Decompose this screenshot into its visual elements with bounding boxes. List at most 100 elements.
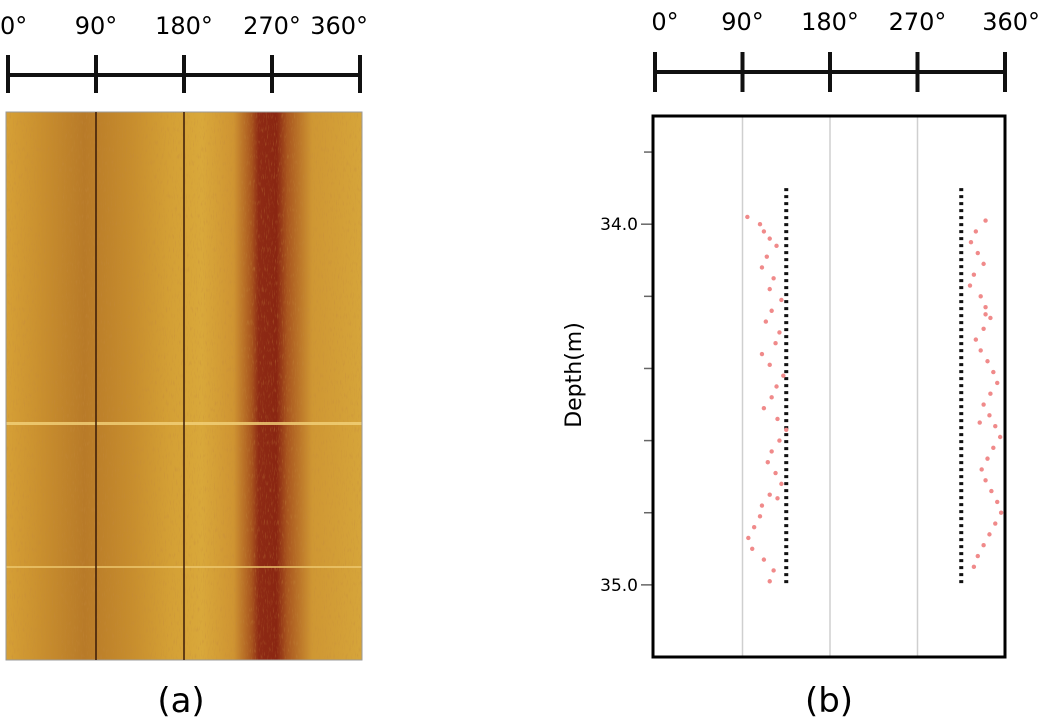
panel-b-data-point bbox=[784, 427, 789, 432]
panel-b-data-point bbox=[765, 460, 770, 465]
plot-area bbox=[653, 116, 1005, 657]
panel-b-data-point bbox=[971, 272, 977, 277]
plot-frame bbox=[651, 114, 1007, 659]
panel-b-data-point bbox=[767, 286, 772, 292]
panel-b-data-point bbox=[761, 557, 767, 562]
panel-a-angle-tick-labels: 0° 90° 180° 270° 360° bbox=[0, 12, 368, 40]
panel-b-data-point bbox=[981, 326, 986, 331]
panel-b-data-point bbox=[981, 261, 986, 267]
panel-b-data-point bbox=[968, 240, 974, 245]
panel-a-label: (a) bbox=[157, 681, 204, 720]
panel-b-data-point bbox=[993, 423, 998, 429]
panel-b-depth-ticks: 34.0 35.0 bbox=[600, 151, 653, 596]
panel-b-data-point bbox=[763, 319, 769, 324]
panel-b-tick-label: 180° bbox=[801, 8, 859, 36]
panel-a: 0° 90° 180° 270° 360° (a) bbox=[0, 12, 368, 720]
panel-b-data-point bbox=[983, 478, 988, 483]
panel-b-angle-scale-bar bbox=[653, 52, 1007, 92]
panel-b-data-point bbox=[773, 341, 778, 346]
panel-b-data-point bbox=[987, 413, 992, 418]
panel-b-data-point bbox=[774, 384, 779, 389]
panel-b-label: (b) bbox=[805, 681, 853, 720]
panel-b-data-point bbox=[977, 420, 982, 425]
panel-b-grid-lines bbox=[741, 116, 919, 657]
panel-b-data-point bbox=[759, 351, 765, 357]
panel-b-data-point bbox=[757, 514, 763, 519]
panel-b-tick-label: 270° bbox=[889, 8, 947, 36]
panel-b-data-point bbox=[981, 402, 986, 407]
panel-b-data-point bbox=[995, 499, 1000, 505]
panel-b-data-point bbox=[771, 568, 776, 573]
panel-b-data-point bbox=[983, 312, 988, 317]
panel-b-data-point bbox=[759, 503, 765, 508]
panel-a-grid-lines bbox=[95, 112, 185, 660]
panel-b-depth-tick-label: 35.0 bbox=[600, 576, 638, 596]
panel-b-data-point bbox=[777, 438, 782, 443]
panel-b-data-point bbox=[991, 369, 996, 375]
panel-b-data-point bbox=[985, 456, 990, 461]
panel-a-tick-label: 360° bbox=[310, 12, 368, 40]
panel-b-data-point bbox=[997, 434, 1003, 440]
panel-b-data-point bbox=[769, 395, 774, 400]
panel-b-data-point bbox=[989, 488, 994, 494]
panel-b-data-point bbox=[975, 553, 980, 559]
panel-b-data-point bbox=[978, 348, 983, 353]
panel-b-scatter-points bbox=[745, 214, 1004, 584]
panel-b-data-point bbox=[971, 564, 977, 570]
panel-b-data-point bbox=[773, 470, 778, 476]
panel-b-data-point bbox=[767, 579, 772, 584]
panel-b-data-point bbox=[745, 214, 750, 220]
panel-b-data-point bbox=[967, 283, 973, 288]
panel-b-data-point bbox=[979, 467, 984, 472]
panel-b-reference-lines bbox=[784, 188, 964, 585]
panel-b-data-point bbox=[746, 535, 751, 541]
panel-b-tick-label: 360° bbox=[982, 8, 1040, 36]
panel-a-tick-label: 180° bbox=[155, 12, 213, 40]
panel-b: 0° 90° 180° 270° 360° 34.0 35.0 Depth(m) (b) bbox=[562, 8, 1040, 720]
panel-b-data-point bbox=[978, 294, 983, 299]
panel-b-data-point bbox=[761, 405, 767, 411]
panel-b-tick-label: 90° bbox=[721, 8, 764, 36]
panel-b-data-point bbox=[983, 304, 988, 310]
panel-b-data-point bbox=[775, 496, 780, 501]
panel-b-data-point bbox=[988, 391, 993, 396]
panel-b-data-point bbox=[985, 359, 990, 364]
panel-b-data-point bbox=[987, 532, 992, 537]
panel-b-data-point bbox=[973, 337, 979, 342]
panel-b-data-point bbox=[991, 445, 996, 451]
panel-b-data-point bbox=[769, 449, 774, 454]
panel-b-data-point bbox=[975, 250, 980, 256]
panel-b-y-axis-label: Depth(m) bbox=[562, 322, 587, 428]
panel-b-data-point bbox=[983, 218, 988, 223]
panel-b-data-point bbox=[751, 524, 757, 530]
panel-b-data-point bbox=[998, 510, 1004, 515]
panel-b-data-point bbox=[759, 265, 765, 270]
panel-a-angle-scale-bar bbox=[6, 55, 362, 93]
panel-b-data-point bbox=[995, 380, 1000, 386]
panel-b-data-point bbox=[764, 254, 770, 259]
panel-b-data-point bbox=[750, 546, 755, 551]
panel-b-data-point bbox=[774, 243, 779, 249]
panel-b-data-point bbox=[769, 308, 774, 313]
panel-b-data-point bbox=[781, 373, 786, 378]
panel-b-tick-label: 0° bbox=[651, 8, 678, 36]
panel-b-data-point bbox=[779, 481, 784, 487]
panel-b-angle-tick-labels: 0° 90° 180° 270° 360° bbox=[651, 8, 1040, 36]
panel-b-data-point bbox=[993, 521, 998, 526]
panel-b-data-point bbox=[777, 330, 782, 335]
panel-a-tick-label: 0° bbox=[0, 12, 27, 40]
panel-a-tick-label: 90° bbox=[75, 12, 118, 40]
panel-a-tick-label: 270° bbox=[243, 12, 301, 40]
panel-b-data-point bbox=[757, 222, 763, 227]
panel-b-data-point bbox=[973, 229, 979, 234]
panel-b-data-point bbox=[761, 229, 767, 234]
panel-b-data-point bbox=[775, 416, 780, 422]
panel-b-data-point bbox=[779, 297, 784, 303]
panel-b-data-point bbox=[771, 276, 776, 281]
panel-b-data-point bbox=[767, 362, 772, 368]
panel-b-depth-tick-label: 34.0 bbox=[600, 215, 638, 235]
panel-b-data-point bbox=[981, 542, 986, 548]
panel-b-data-point bbox=[767, 236, 772, 241]
panel-b-data-point bbox=[988, 315, 993, 321]
